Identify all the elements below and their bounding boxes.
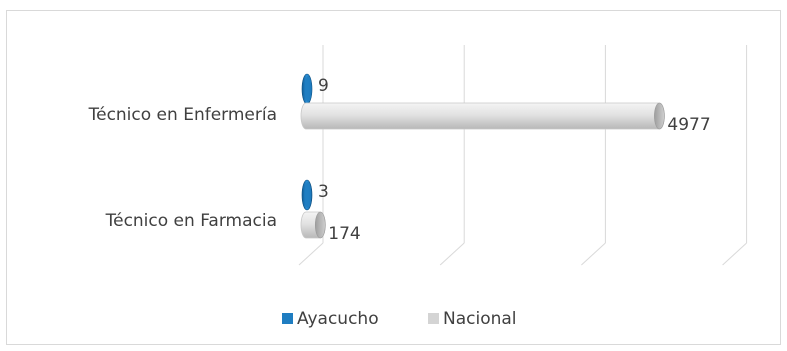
nacional-bar-cap bbox=[654, 102, 665, 130]
nacional-bar bbox=[300, 102, 665, 130]
ayacucho-bar bbox=[301, 179, 313, 211]
data-label: 4977 bbox=[667, 115, 710, 135]
chart-frame bbox=[6, 10, 781, 345]
nacional-legend-swatch bbox=[428, 313, 439, 324]
category-label: Técnico en Farmacia bbox=[105, 211, 277, 231]
ayacucho-bar-cap bbox=[304, 182, 312, 208]
gridline-floor bbox=[439, 242, 465, 266]
data-label: 174 bbox=[328, 224, 360, 244]
ayacucho-legend-swatch bbox=[282, 313, 293, 324]
ayacucho-legend-label: Ayacucho bbox=[297, 309, 379, 329]
gridline-floor bbox=[722, 242, 747, 266]
data-label: 9 bbox=[318, 76, 329, 96]
nacional-legend-label: Nacional bbox=[443, 309, 517, 329]
nacional-bar-body bbox=[300, 102, 665, 130]
ayacucho-bar-cap bbox=[304, 76, 312, 102]
ayacucho-bar bbox=[301, 73, 313, 105]
gridline-floor bbox=[581, 242, 606, 266]
data-label: 3 bbox=[318, 182, 329, 202]
gridline-floor bbox=[298, 242, 324, 266]
nacional-bar-cap bbox=[314, 211, 326, 239]
category-label: Técnico en Enfermería bbox=[88, 105, 277, 125]
nacional-bar bbox=[300, 211, 326, 239]
